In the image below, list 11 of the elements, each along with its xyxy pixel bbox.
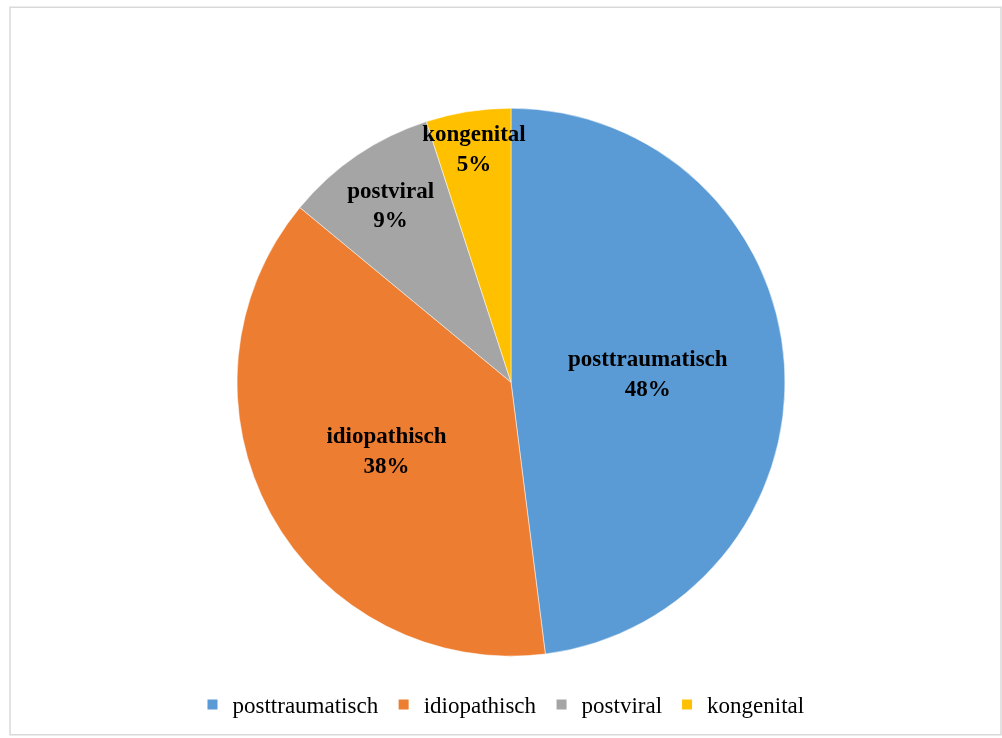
legend-label: postviral: [581, 693, 663, 719]
slice-label: idiopathisch: [326, 423, 447, 449]
slice-label: postviral: [347, 177, 435, 203]
data-label: 38%: [363, 453, 410, 479]
legend-label: idiopathisch: [423, 693, 537, 719]
legend-label: posttraumatisch: [232, 693, 379, 719]
data-label: 5%: [456, 150, 492, 176]
slice-label: posttraumatisch: [567, 346, 728, 372]
data-label: 48%: [624, 376, 671, 402]
legend-label: kongenital: [707, 693, 805, 719]
data-label: 9%: [373, 207, 408, 233]
